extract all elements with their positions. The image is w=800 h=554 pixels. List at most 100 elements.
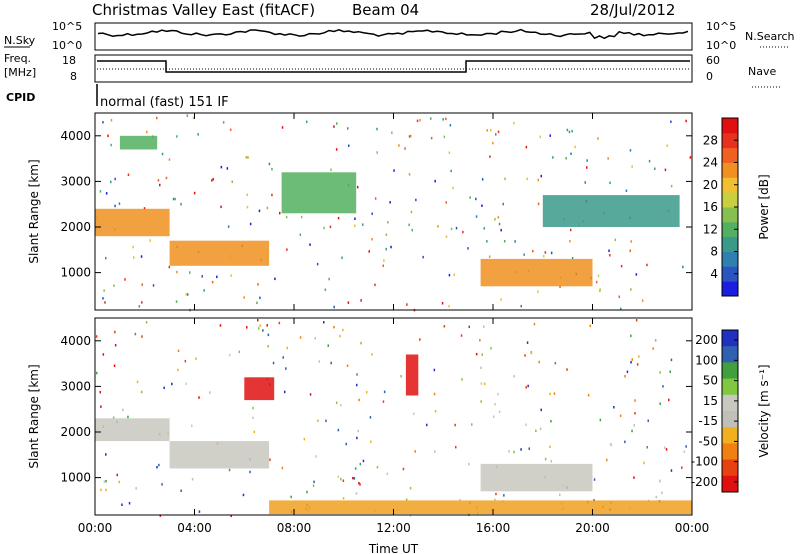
- velocity-noise-cell: [185, 382, 187, 385]
- velocity-colorbar-segment: [722, 427, 738, 444]
- power-noise-cell: [354, 217, 356, 220]
- power-colorbar-segment: [722, 162, 738, 178]
- power-noise-cell: [271, 193, 273, 197]
- power-feature-1: [119, 135, 158, 150]
- velocity-noise-cell: [356, 373, 358, 376]
- velocity-noise-cell: [267, 345, 269, 348]
- power-noise-cell: [462, 230, 464, 234]
- velocity-ytick-label: 2000: [60, 425, 91, 439]
- power-noise-cell: [584, 181, 586, 184]
- velocity-noise-cell: [267, 333, 270, 337]
- power-noise-cell: [631, 165, 633, 168]
- power-noise-cell: [138, 305, 141, 308]
- velocity-noise-cell: [230, 514, 232, 518]
- power-noise-cell: [335, 148, 338, 151]
- power-noise-cell: [161, 152, 164, 156]
- velocity-noise-cell: [99, 390, 101, 394]
- velocity-noise-cell: [171, 382, 173, 386]
- velocity-colorbar-label: -200: [691, 475, 718, 489]
- power-noise-cell: [309, 243, 311, 246]
- power-noise-cell: [492, 141, 494, 145]
- velocity-noise-cell: [559, 493, 561, 496]
- velocity-noise-cell: [141, 335, 143, 338]
- velocity-noise-cell: [646, 446, 648, 449]
- power-noise-cell: [187, 293, 189, 296]
- velocity-noise-cell: [593, 499, 595, 502]
- xtick-label: 20:00: [575, 521, 610, 535]
- velocity-colorbar-segment: [722, 475, 738, 493]
- velocity-noise-cell: [643, 461, 645, 465]
- power-noise-cell: [336, 122, 338, 125]
- velocity-noise-cell: [339, 334, 341, 338]
- xtick-label: 16:00: [476, 521, 511, 535]
- power-noise-cell: [222, 121, 225, 124]
- power-noise-cell: [629, 149, 632, 152]
- velocity-noise-cell: [161, 483, 163, 486]
- velocity-noise-cell: [480, 366, 482, 369]
- power-noise-cell: [445, 235, 448, 238]
- velocity-noise-cell: [524, 354, 526, 357]
- power-noise-cell: [104, 301, 106, 304]
- velocity-noise-cell: [624, 440, 626, 444]
- velocity-noise-cell: [306, 490, 308, 494]
- power-noise-cell: [143, 207, 146, 210]
- velocity-colorbar-label: 100: [695, 353, 718, 367]
- power-noise-cell: [625, 189, 628, 192]
- velocity-noise-cell: [554, 362, 557, 365]
- velocity-ytick-label: 4000: [60, 334, 91, 348]
- power-noise-cell: [497, 130, 500, 134]
- power-noise-cell: [630, 240, 632, 243]
- velocity-noise-cell: [278, 321, 281, 325]
- velocity-noise-cell: [323, 321, 325, 324]
- velocity-colorbar-segment: [722, 459, 738, 477]
- velocity-colorbar-segment: [722, 362, 738, 380]
- power-noise-cell: [570, 152, 572, 155]
- power-noise-cell: [448, 304, 450, 308]
- power-noise-cell: [422, 255, 424, 259]
- power-feature-4: [480, 258, 593, 287]
- power-noise-cell: [406, 303, 408, 306]
- power-noise-cell: [559, 285, 561, 289]
- power-noise-cell: [646, 263, 648, 267]
- velocity-noise-cell: [312, 484, 315, 487]
- freq-strip: Freq. [MHz] 18 8 60 0 Nave: [4, 52, 780, 88]
- power-noise-cell: [374, 197, 377, 200]
- cpid-label: CPID: [6, 91, 35, 104]
- xlabel: Time UT: [368, 542, 419, 554]
- power-noise-cell: [172, 197, 175, 201]
- velocity-ytick-label: 1000: [60, 471, 91, 485]
- power-noise-cell: [189, 271, 191, 274]
- power-noise-cell: [246, 193, 248, 196]
- velocity-noise-cell: [134, 332, 137, 336]
- power-noise-cell: [389, 201, 391, 204]
- power-noise-cell: [197, 133, 199, 136]
- velocity-noise-cell: [525, 423, 527, 426]
- velocity-noise-cell: [665, 448, 668, 451]
- velocity-noise-cell: [483, 382, 486, 385]
- power-noise-cell: [565, 157, 567, 160]
- power-ytick-label: 2000: [60, 220, 91, 234]
- velocity-noise-cell: [229, 353, 231, 357]
- velocity-noise: [95, 318, 687, 518]
- power-noise-cell: [383, 259, 385, 262]
- velocity-noise-cell: [266, 324, 268, 327]
- power-noise-cell: [544, 251, 547, 254]
- power-noise-cell: [279, 211, 281, 215]
- velocity-noise-cell: [317, 419, 319, 422]
- freq-label-1: Freq.: [4, 52, 31, 65]
- power-noise-cell: [281, 126, 284, 129]
- velocity-noise-cell: [121, 503, 123, 506]
- velocity-noise-cell: [434, 450, 436, 453]
- power-noise-cell: [258, 209, 261, 213]
- power-colorbar-segment: [722, 177, 738, 193]
- velocity-noise-cell: [330, 361, 332, 365]
- power-noise-cell: [408, 173, 411, 176]
- velocity-noise-cell: [525, 386, 527, 389]
- velocity-noise-cell: [191, 424, 193, 427]
- power-noise-cell: [247, 156, 249, 159]
- power-noise-cell: [193, 191, 196, 195]
- velocity-noise-cell: [498, 410, 501, 414]
- power-colorbar-label: 28: [703, 133, 718, 147]
- nsky-label: N.Sky: [4, 34, 36, 47]
- velocity-noise-cell: [402, 467, 405, 471]
